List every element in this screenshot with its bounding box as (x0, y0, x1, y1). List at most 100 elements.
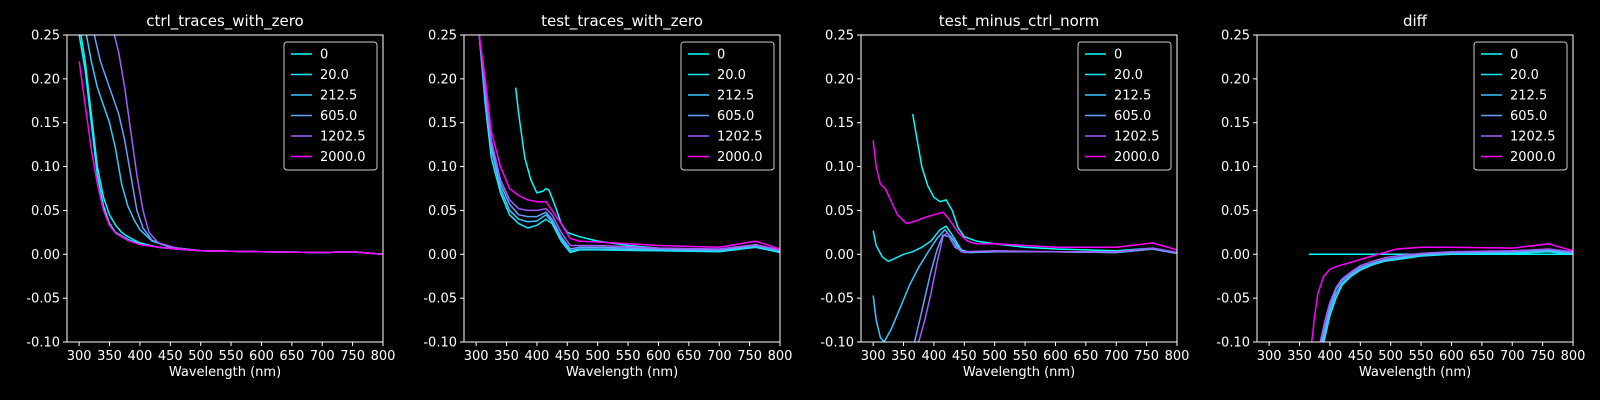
y-tick-label: -0.10 (423, 336, 457, 351)
x-tick-label: 700 (1500, 349, 1525, 364)
x-tick-label: 700 (707, 349, 732, 364)
legend-label: 2000.0 (1114, 150, 1160, 165)
x-tick-label: 350 (891, 349, 916, 364)
x-axis-label: Wavelength (nm) (963, 365, 1075, 380)
x-tick-label: 550 (219, 349, 244, 364)
series-line-20.0 (872, 225, 1177, 263)
legend-label: 212.5 (1114, 89, 1151, 104)
x-tick-label: 600 (1439, 349, 1464, 364)
y-tick-label: -0.10 (26, 336, 60, 351)
y-tick-label: 0.25 (31, 29, 60, 44)
x-tick-label: 450 (158, 349, 183, 364)
series-line-20.0 (478, 35, 780, 254)
legend-label: 0 (1114, 48, 1122, 63)
y-tick-label: 0.00 (825, 248, 854, 263)
x-tick-label: 600 (249, 349, 274, 364)
x-tick-label: 400 (128, 349, 153, 364)
y-tick-label: -0.05 (423, 292, 457, 307)
legend-label: 2000.0 (1510, 150, 1556, 165)
plot-frame (463, 34, 781, 343)
series-line-1202.5 (1319, 248, 1573, 342)
x-tick-label: 750 (737, 349, 762, 364)
y-tick-label: 0.10 (1221, 160, 1250, 175)
legend-label: 0 (1510, 48, 1518, 63)
legend-label: 20.0 (1114, 68, 1143, 83)
y-tick-label: 0.15 (825, 116, 854, 131)
x-tick-label: 550 (616, 349, 641, 364)
x-tick-label: 750 (340, 349, 365, 364)
legend-label: 605.0 (320, 109, 357, 124)
x-tick-label: 500 (188, 349, 213, 364)
series-line-0 (911, 113, 1177, 254)
legend: 0 20.0 212.5 605.0 1202.5 2000.0 (680, 41, 775, 171)
series-line-212.5 (478, 35, 780, 253)
y-tick-label: 0.20 (428, 72, 457, 87)
x-tick-label: 500 (1378, 349, 1403, 364)
x-tick-label: 350 (494, 349, 519, 364)
legend-label: 212.5 (1510, 89, 1547, 104)
legend-label: 2000.0 (320, 150, 366, 165)
y-tick-label: 0.25 (428, 29, 457, 44)
x-tick-label: 400 (525, 349, 550, 364)
plot-frame (860, 34, 1178, 343)
x-tick-label: 350 (97, 349, 122, 364)
y-tick-label: 0.05 (428, 204, 457, 219)
x-tick-label: 650 (279, 349, 304, 364)
chart-panel-2: 300 350 400 450 500 550 600 650 700 750 800 -0.10 -0… (423, 12, 792, 380)
x-tick-label: 800 (1165, 349, 1190, 364)
x-tick-label: 700 (1104, 349, 1129, 364)
x-tick-label: 400 (1318, 349, 1343, 364)
x-tick-label: 550 (1013, 349, 1038, 364)
series-group (78, 35, 383, 256)
y-tick-label: 0.10 (31, 160, 60, 175)
y-tick-label: -0.05 (820, 292, 854, 307)
x-tick-label: 300 (464, 349, 489, 364)
legend-label: 212.5 (717, 89, 754, 104)
y-tick-label: 0.25 (825, 29, 854, 44)
x-tick-label: 450 (1348, 349, 1373, 364)
y-tick-label: 0.00 (31, 248, 60, 263)
x-tick-label: 550 (1409, 349, 1434, 364)
legend-label: 605.0 (717, 109, 754, 124)
chart-title: ctrl_traces_with_zero (146, 12, 303, 31)
y-tick-label: 0.15 (1221, 116, 1250, 131)
x-tick-label: 800 (768, 349, 793, 364)
x-tick-label: 750 (1134, 349, 1159, 364)
chart-title: test_traces_with_zero (541, 12, 703, 31)
x-tick-label: 300 (861, 349, 886, 364)
x-tick-label: 750 (1530, 349, 1555, 364)
x-tick-label: 450 (555, 349, 580, 364)
y-tick-label: -0.05 (1216, 292, 1250, 307)
legend-label: 605.0 (1114, 109, 1151, 124)
x-tick-label: 450 (952, 349, 977, 364)
y-tick-label: -0.10 (820, 336, 854, 351)
x-tick-label: 300 (67, 349, 92, 364)
series-line-2000.0 (1310, 243, 1573, 342)
y-tick-label: 0.20 (31, 72, 60, 87)
x-tick-label: 500 (585, 349, 610, 364)
legend-label: 1202.5 (1114, 130, 1160, 145)
y-tick-label: 0.20 (1221, 72, 1250, 87)
x-tick-label: 650 (1469, 349, 1494, 364)
series-line-2000.0 (478, 35, 780, 250)
plot-frame (1256, 34, 1574, 343)
y-tick-label: 0.15 (31, 116, 60, 131)
series-group (1308, 243, 1573, 342)
legend-label: 0 (320, 48, 328, 63)
x-axis-label: Wavelength (nm) (169, 365, 281, 380)
y-tick-label: 0.05 (825, 204, 854, 219)
chart-panel-1: 300 350 400 450 500 550 600 650 700 750 800 -0.10 -0… (26, 12, 395, 380)
legend-label: 1202.5 (717, 130, 763, 145)
x-axis-label: Wavelength (nm) (566, 365, 678, 380)
legend-label: 20.0 (1510, 68, 1539, 83)
legend: 0 20.0 212.5 605.0 1202.5 2000.0 (1077, 41, 1172, 171)
series-line-605.0 (478, 35, 780, 252)
legend-label: 212.5 (320, 89, 357, 104)
series-line-1202.5 (478, 35, 780, 251)
y-tick-label: 0.05 (31, 204, 60, 219)
y-tick-label: -0.10 (1216, 336, 1250, 351)
legend-label: 0 (717, 48, 725, 63)
x-tick-label: 650 (1073, 349, 1098, 364)
series-line-2000.0 (872, 140, 1177, 251)
